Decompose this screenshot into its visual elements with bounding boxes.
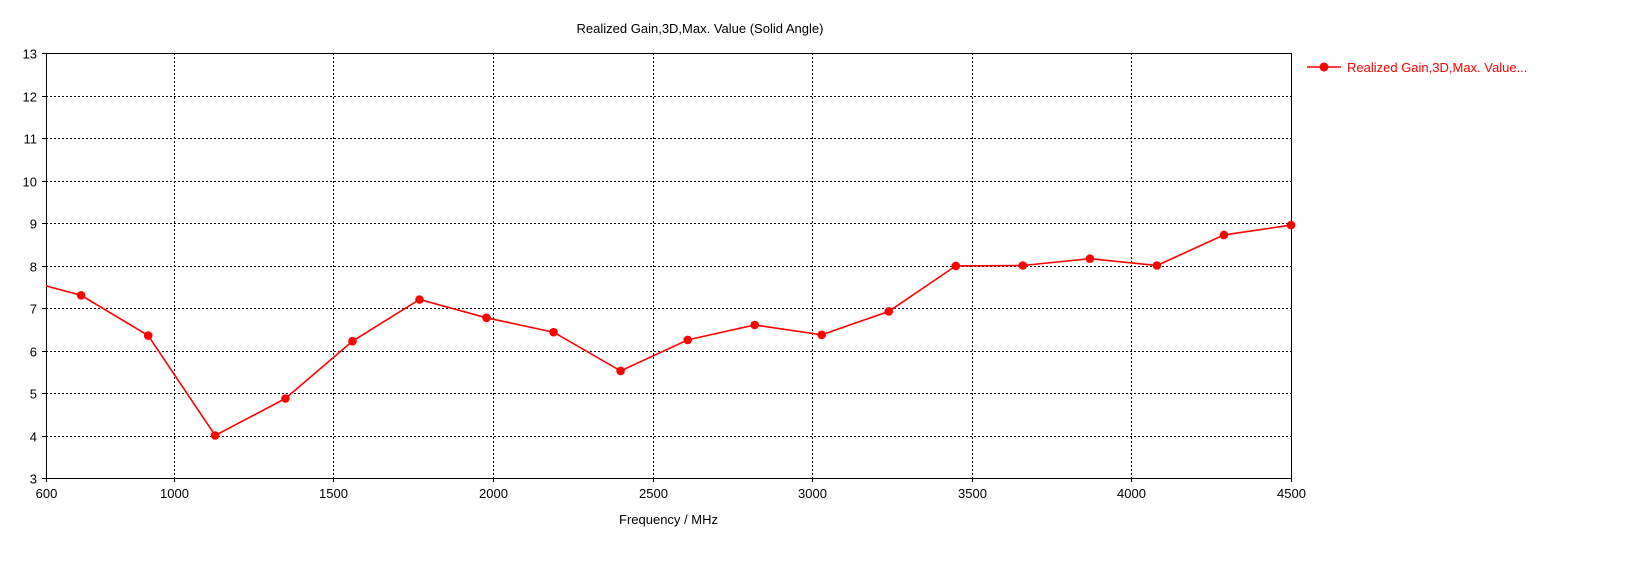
data-point[interactable] xyxy=(348,336,357,346)
y-tick-label: 9 xyxy=(30,217,37,232)
x-tick-label: 4000 xyxy=(1117,486,1146,501)
y-tick-label: 13 xyxy=(23,47,37,62)
legend-label: Realized Gain,3D,Max. Value... xyxy=(1347,60,1527,75)
data-point[interactable] xyxy=(951,261,961,271)
y-tick-label: 5 xyxy=(30,387,37,402)
x-tick-label: 2500 xyxy=(639,486,668,501)
y-tick-label: 4 xyxy=(30,430,37,445)
series-layer xyxy=(45,220,1296,440)
y-tick-label: 10 xyxy=(23,175,37,190)
x-tick-label: 4500 xyxy=(1277,486,1306,501)
x-tick-label: 2000 xyxy=(479,486,508,501)
data-point[interactable] xyxy=(415,295,424,304)
data-point[interactable] xyxy=(817,330,826,340)
x-tick-label: 1000 xyxy=(160,486,189,501)
y-tick-label: 7 xyxy=(30,302,37,317)
x-axis-ticks: 600 1000 1500 2000 2500 3000 3500 4000 4500 xyxy=(36,478,1306,501)
data-point[interactable] xyxy=(1219,230,1229,240)
y-tick-label: 12 xyxy=(23,90,37,105)
data-point[interactable] xyxy=(1152,261,1162,270)
y-tick-label: 6 xyxy=(30,345,37,360)
x-tick-label: 1500 xyxy=(319,486,348,501)
y-tick-label: 3 xyxy=(30,472,37,487)
data-point[interactable] xyxy=(281,394,290,403)
data-point[interactable] xyxy=(750,320,759,330)
legend[interactable]: Realized Gain,3D,Max. Value... xyxy=(1307,60,1527,75)
y-axis-ticks: 3 4 5 6 7 8 9 10 11 12 13 xyxy=(23,47,46,487)
data-point[interactable] xyxy=(549,327,558,337)
grid-lines xyxy=(46,53,1291,478)
y-tick-label: 8 xyxy=(30,260,37,275)
data-point[interactable] xyxy=(482,313,491,323)
x-tick-label: 3000 xyxy=(798,486,827,501)
series-line xyxy=(45,224,1292,437)
data-point[interactable] xyxy=(884,307,894,316)
chart-title: Realized Gain,3D,Max. Value (Solid Angle… xyxy=(577,21,824,36)
data-point[interactable] xyxy=(1286,220,1296,230)
x-tick-label: 600 xyxy=(36,486,58,501)
data-point[interactable] xyxy=(1018,261,1028,270)
x-tick-label: 3500 xyxy=(958,486,987,501)
data-point[interactable] xyxy=(76,291,86,300)
plot-area xyxy=(46,53,1292,479)
data-point[interactable] xyxy=(616,366,625,376)
legend-swatch-marker xyxy=(1319,62,1329,72)
y-tick-label: 11 xyxy=(24,132,38,147)
data-point[interactable] xyxy=(1085,254,1095,263)
x-axis-label: Frequency / MHz xyxy=(619,512,718,527)
data-point[interactable] xyxy=(210,431,220,440)
data-point[interactable] xyxy=(683,335,692,345)
data-point[interactable] xyxy=(143,331,153,340)
